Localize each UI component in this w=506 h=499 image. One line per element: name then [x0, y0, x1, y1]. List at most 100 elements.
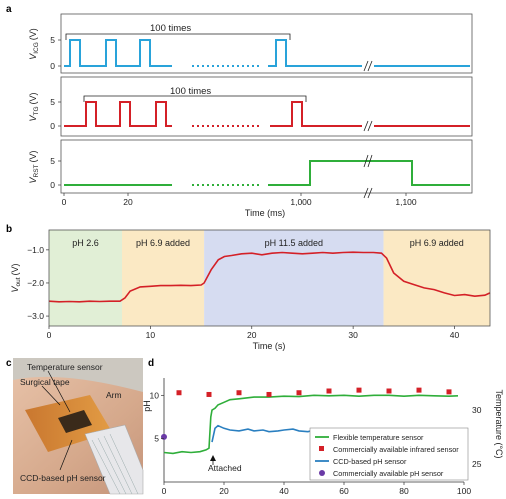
b-xtick-label-4: 40: [450, 330, 460, 340]
b-xticks: 0 10 20 30 40: [47, 326, 460, 340]
panel-a-xticks: 0 20 1,000 1,100: [62, 193, 417, 207]
b-region-3: [383, 230, 490, 326]
panel-c-letter: c: [6, 358, 12, 369]
panel-d-letter: d: [148, 358, 154, 369]
d-y2label: Temperature (°C): [494, 389, 504, 458]
d-legend: Flexible temperature sensor Commercially…: [309, 427, 469, 481]
ir-point-7: [386, 388, 392, 394]
d-yticks: 5 10: [150, 390, 164, 444]
ir-point-4: [296, 390, 302, 396]
tg-waveform: 100 times: [64, 86, 470, 127]
ribbon-cable: [84, 424, 144, 495]
a-xtick-20: 20: [123, 197, 133, 207]
label-ccd-sensor: CCD-based pH sensor: [20, 473, 106, 483]
rst-waveform: [64, 160, 470, 186]
tg-ytick-0: 0: [50, 121, 55, 131]
tg-pulse-end: [270, 101, 362, 127]
b-ytick-label-2: −1.0: [27, 245, 44, 255]
legend-commercial-ph-swatch: [319, 470, 325, 476]
panel-a-yticks: 0 5 0 5 0 5: [50, 35, 61, 190]
d-xticks: 0 20 40 60 80 100: [162, 482, 471, 496]
ir-point-1: [206, 391, 212, 397]
b-region-labels: pH 2.6 pH 6.9 added pH 11.5 added pH 6.9 ad…: [72, 238, 464, 248]
photo-leader-lines: [41, 370, 73, 471]
legend-box: [309, 427, 469, 481]
icg-waveform: 100 times: [64, 23, 470, 67]
tg-ytick-5: 5: [50, 97, 55, 107]
rst-ytick-5: 5: [50, 156, 55, 166]
d-xtick-label-3: 60: [339, 486, 349, 496]
tg-pulses-start: [64, 101, 172, 127]
label-arm: Arm: [106, 390, 122, 400]
d-y2tick-30: 30: [472, 405, 482, 415]
tg-frame: [60, 76, 473, 137]
b-region-1: [121, 230, 205, 326]
b-xtick-label-0: 0: [47, 330, 52, 340]
a-xtick-1000: 1,000: [290, 197, 312, 207]
tg-bracket: [83, 95, 307, 102]
icg-bracket: [65, 33, 291, 40]
b-xtick-label-2: 20: [247, 330, 257, 340]
d-ytick-label-1: 10: [150, 390, 160, 400]
d-xtick-label-0: 0: [162, 486, 167, 496]
label-temperature-sensor: Temperature sensor: [27, 362, 103, 372]
panel-c-photo: Temperature sensor Surgical tape Arm CCD…: [13, 358, 144, 495]
b-frame: [48, 229, 491, 327]
d-ylabel: pH: [142, 400, 152, 412]
b-ytick-label-1: −2.0: [27, 278, 44, 288]
attached-label: Attached: [208, 463, 242, 473]
label-surgical-tape: Surgical tape: [20, 377, 70, 387]
d-xtick-label-4: 80: [399, 486, 409, 496]
icg-pulses-start: [64, 39, 172, 67]
b-region-label-2: pH 11.5 added: [265, 238, 323, 248]
ir-point-6: [356, 387, 362, 393]
panel-b-letter: b: [6, 224, 12, 235]
panel-d: 5 10 0 20 40 60 80 100 pH 30 25 Temperature (°…: [142, 378, 504, 496]
d-xtick-label-5: 100: [457, 486, 471, 496]
b-region-label-0: pH 2.6: [72, 238, 99, 248]
a-xtick-1100: 1,100: [395, 197, 417, 207]
rst-ylabel: VRST(V): [28, 150, 40, 183]
d-ytick-label-0: 5: [154, 434, 159, 444]
panel-a-letter: a: [6, 4, 12, 15]
legend-ccd-label: CCD-based pH sensor: [333, 457, 407, 466]
b-xtick-label-3: 30: [348, 330, 358, 340]
commercial-ph-point-0: [161, 433, 167, 440]
panel-b: pH 2.6 pH 6.9 added pH 11.5 added pH 6.9 ad…: [10, 229, 491, 351]
panel-a: 100 times 100 times: [28, 13, 473, 218]
b-xtick-label-1: 10: [146, 330, 156, 340]
b-ytick-label-0: −3.0: [27, 311, 44, 321]
ir-point-2: [236, 390, 242, 396]
d-xtick-label-1: 20: [219, 486, 229, 496]
tg-ylabel: VTG(V): [28, 92, 40, 121]
sensor-chip: [58, 410, 92, 433]
b-region-2: [204, 230, 384, 326]
d-xtick-label-2: 40: [279, 486, 289, 496]
attached-annotation: Attached: [208, 455, 242, 473]
axis-break-marks: [363, 60, 373, 199]
tg-annotation: 100 times: [170, 86, 211, 97]
ir-point-0: [176, 390, 182, 396]
rst-pulse: [268, 160, 470, 186]
d-y2tick-25: 25: [472, 459, 482, 469]
flex-temp-series-line: [163, 394, 459, 455]
ir-point-8: [416, 387, 422, 393]
a-xtick-0: 0: [62, 197, 67, 207]
legend-commercial-ph-label: Commercially available pH sensor: [333, 469, 444, 478]
ir-point-3: [266, 391, 272, 397]
legend-ir-swatch: [319, 446, 324, 451]
icg-ytick-5: 5: [50, 35, 55, 45]
icg-annotation: 100 times: [150, 23, 191, 34]
b-regions: [49, 230, 490, 326]
ir-point-9: [446, 389, 452, 395]
icg-ytick-0: 0: [50, 61, 55, 71]
b-ylabel: Vout(V): [10, 263, 22, 292]
ir-point-5: [326, 388, 332, 394]
b-xlabel: Time (s): [253, 341, 286, 351]
icg-frame: [60, 13, 473, 74]
icg-ylabel: VICG(V): [28, 28, 40, 60]
vout-series-line: [48, 251, 491, 303]
a-xlabel: Time (ms): [245, 208, 285, 218]
icg-pulse-end: [268, 39, 362, 67]
